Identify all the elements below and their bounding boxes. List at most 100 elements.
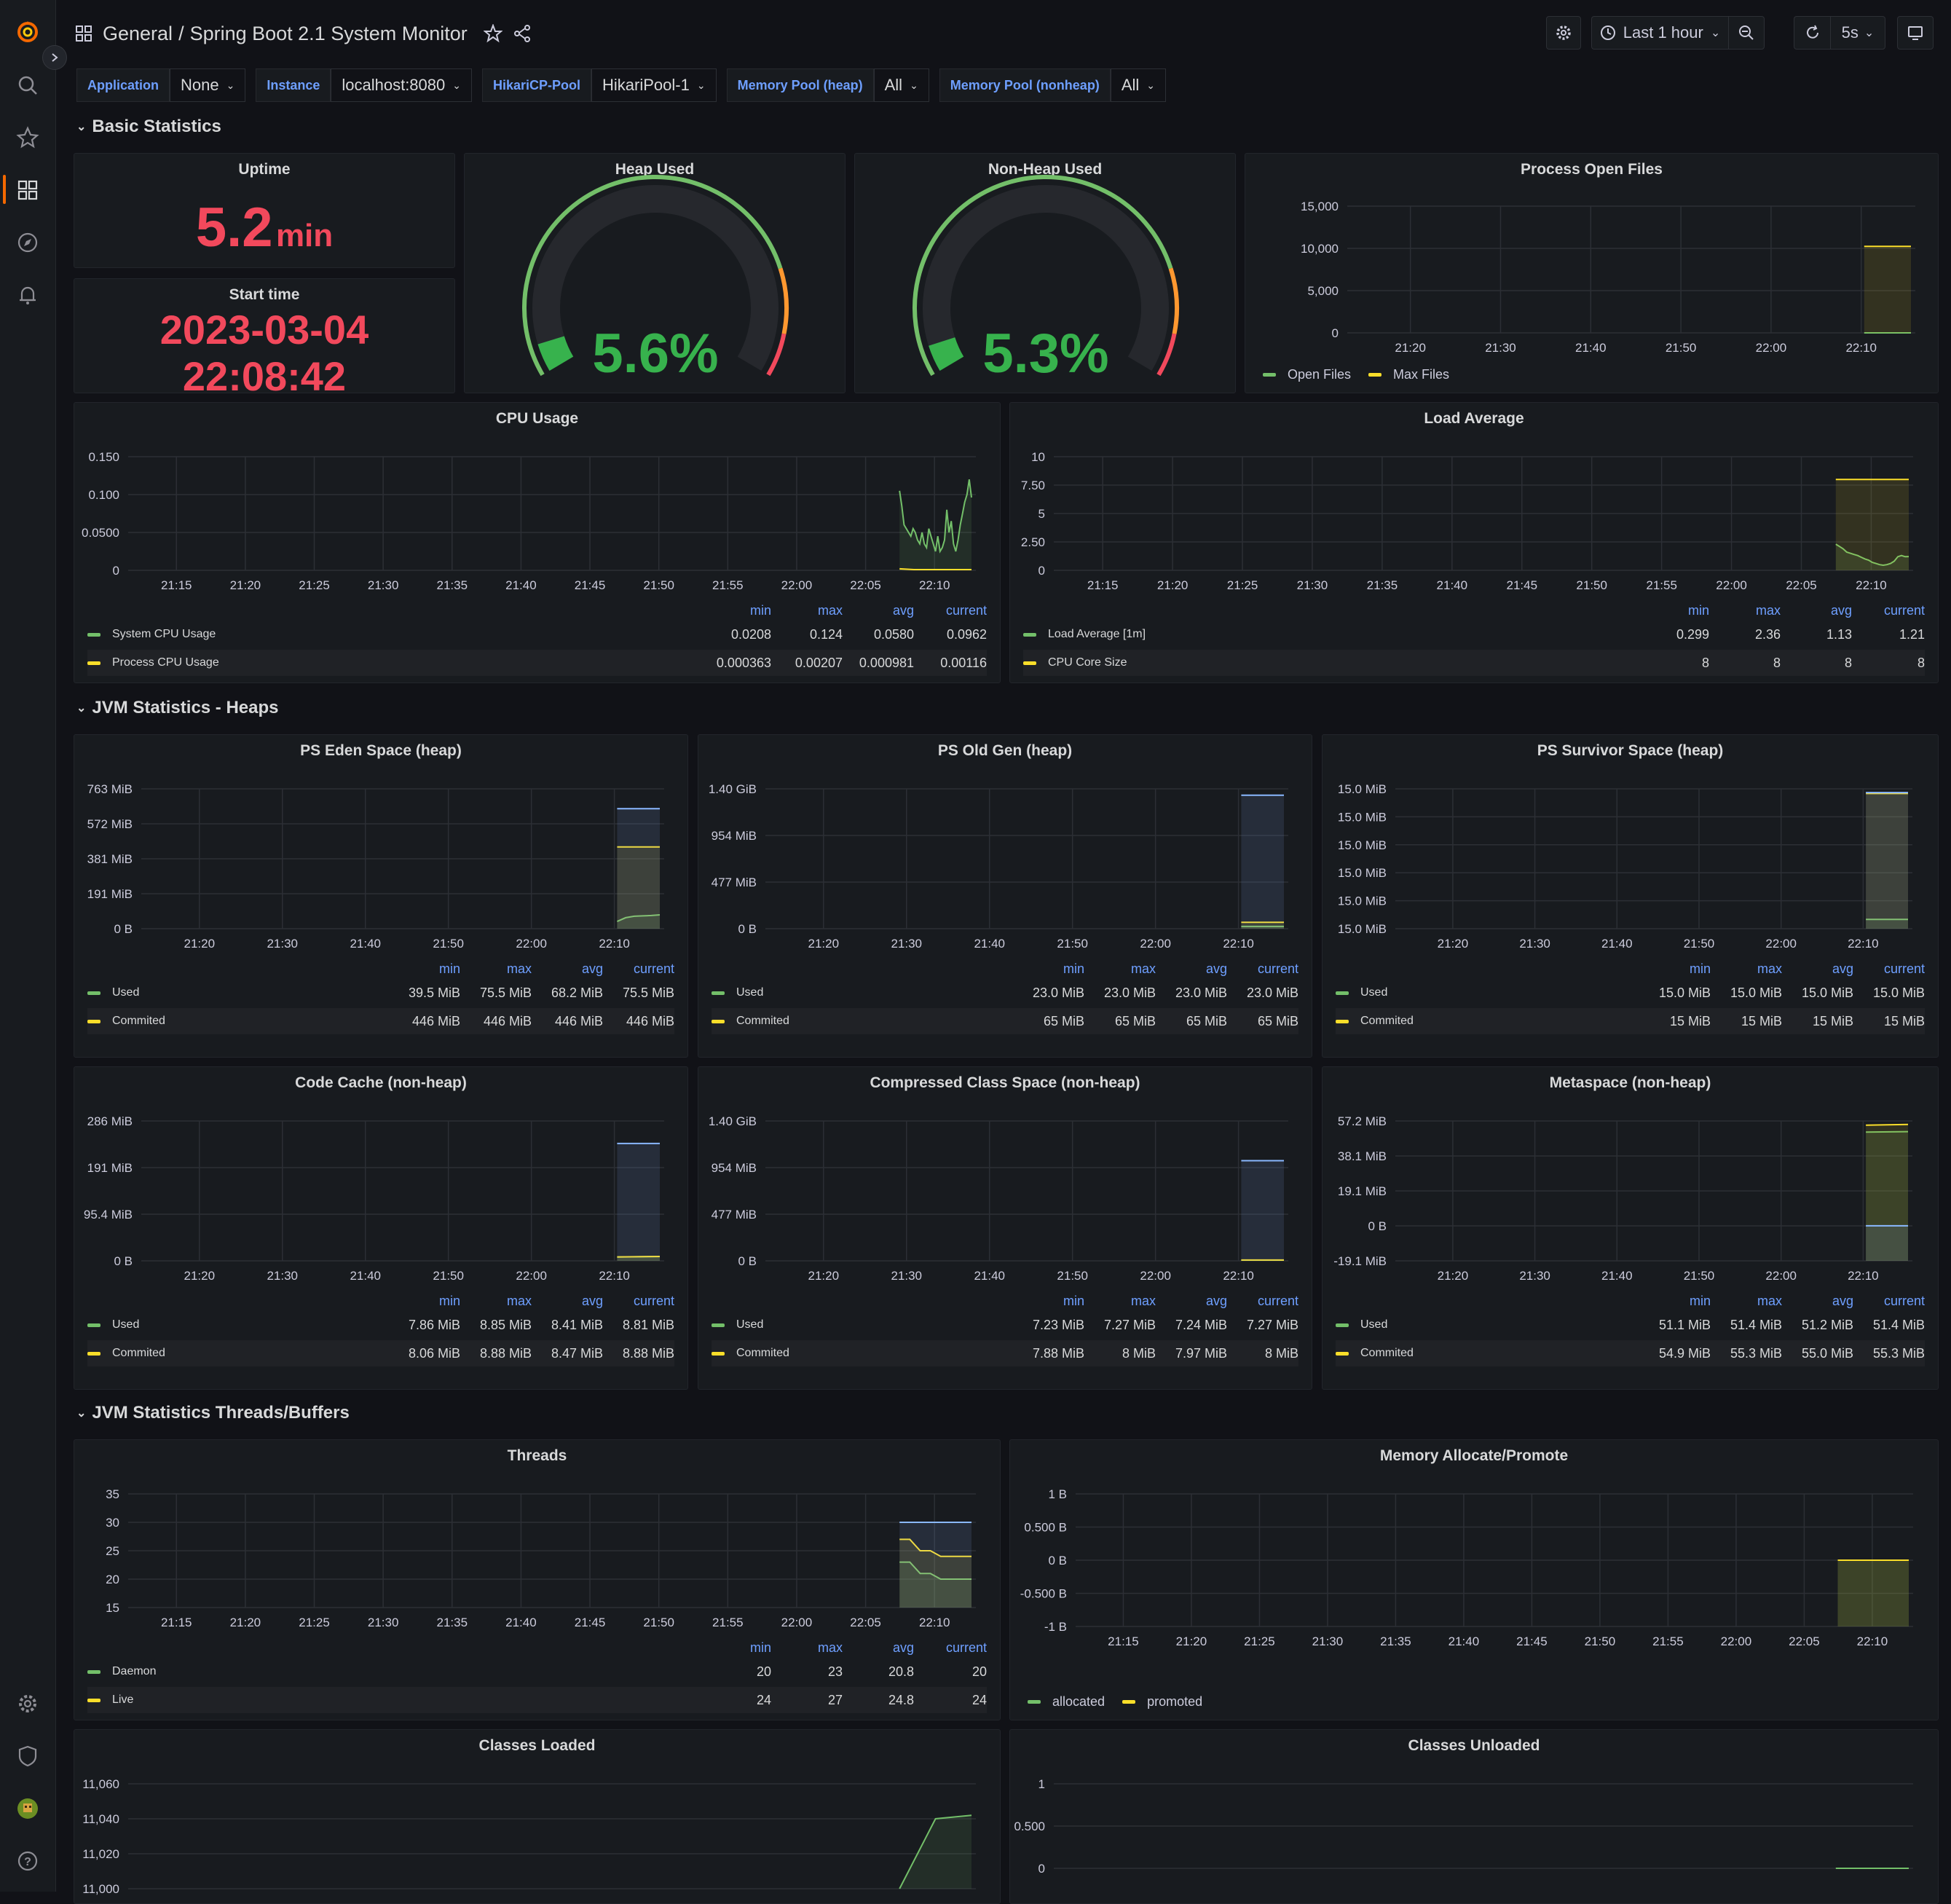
variable-select-application[interactable]: None ⌄: [170, 68, 246, 102]
legend-row[interactable]: Daemon 20 23 20.8 20: [87, 1659, 987, 1685]
legend-col-current[interactable]: current: [1883, 602, 1925, 618]
panel-nonheap-used[interactable]: Non-Heap Used 5.3%: [854, 153, 1236, 393]
legend-row[interactable]: Used 39.5 MiB 75.5 MiB 68.2 MiB 75.5 MiB: [87, 980, 674, 1006]
legend-col-current[interactable]: current: [633, 961, 674, 976]
legend-col-avg[interactable]: avg: [1205, 1293, 1227, 1308]
legend-item[interactable]: allocated: [1028, 1694, 1105, 1710]
legend-col-min[interactable]: min: [1063, 1293, 1084, 1308]
panel-code-cache[interactable]: Code Cache (non-heap) 286 MiB 191 MiB 95.4 …: [74, 1066, 688, 1390]
legend-col-avg[interactable]: avg: [581, 1293, 603, 1308]
legend-col-max[interactable]: max: [1755, 602, 1781, 618]
legend-col-current[interactable]: current: [1257, 961, 1298, 976]
panel-ps-survivor-space[interactable]: PS Survivor Space (heap) 15.0 MiB 15.0 MiB…: [1322, 734, 1939, 1058]
legend-col-avg[interactable]: avg: [1832, 961, 1853, 976]
legend-row[interactable]: CPU Core Size 8 8 8 8: [1023, 650, 1925, 676]
panel-memory-allocate-promote[interactable]: Memory Allocate/Promote 1 B 0.500 B 0 B -0.5…: [1009, 1439, 1939, 1720]
legend-item[interactable]: promoted: [1122, 1694, 1202, 1710]
legend-row[interactable]: Commited 8.06 MiB 8.88 MiB 8.47 MiB 8.88 MiB: [87, 1340, 674, 1366]
panel-load-average[interactable]: Load Average 10 7.50 5 2.50 0 21:15 21:20 21:25 2…: [1009, 402, 1939, 683]
help-icon[interactable]: ?: [14, 1847, 42, 1875]
legend-row[interactable]: System CPU Usage 0.0208 0.124 0.0580 0.0962: [87, 621, 987, 648]
legend-col-current[interactable]: current: [633, 1293, 674, 1308]
star-dashboard-icon[interactable]: [483, 24, 502, 43]
starred-icon[interactable]: [14, 124, 42, 152]
legend-col-max[interactable]: max: [817, 602, 843, 618]
settings-gear-icon[interactable]: [14, 1690, 42, 1718]
breadcrumb-folder[interactable]: General: [103, 22, 173, 44]
panel-ps-old-gen[interactable]: PS Old Gen (heap) 1.40 GiB 954 MiB 477 MiB 0…: [698, 734, 1312, 1058]
tv-mode-button[interactable]: [1897, 16, 1934, 50]
legend-row[interactable]: Commited 15 MiB 15 MiB 15 MiB 15 MiB: [1336, 1008, 1925, 1034]
legend-row[interactable]: Used 7.23 MiB 7.27 MiB 7.24 MiB 7.27 MiB: [712, 1312, 1298, 1338]
dashboard-title[interactable]: Spring Boot 2.1 System Monitor: [189, 22, 468, 44]
variable-select-hikaricp-pool[interactable]: HikariPool-1 ⌄: [591, 68, 717, 102]
legend-col-current[interactable]: current: [945, 602, 987, 618]
refresh-interval-picker[interactable]: 5s ⌄: [1830, 16, 1885, 50]
legend-row[interactable]: Commited 54.9 MiB 55.3 MiB 55.0 MiB 55.3 MiB: [1336, 1340, 1925, 1366]
explore-icon[interactable]: [14, 229, 42, 256]
legend-col-max[interactable]: max: [506, 961, 532, 976]
time-range-picker[interactable]: Last 1 hour ⌄: [1591, 16, 1728, 50]
variable-select-instance[interactable]: localhost:8080 ⌄: [331, 68, 472, 102]
panel-classes-loaded[interactable]: Classes Loaded 11,060 11,040 11,020 11,000: [74, 1729, 1001, 1904]
legend-row[interactable]: Used 7.86 MiB 8.85 MiB 8.41 MiB 8.81 MiB: [87, 1312, 674, 1338]
legend-col-current[interactable]: current: [1883, 961, 1925, 976]
dashboard-settings-button[interactable]: [1546, 16, 1581, 50]
dashboards-icon[interactable]: [14, 176, 42, 204]
legend-col-min[interactable]: min: [749, 602, 771, 618]
panel-classes-unloaded[interactable]: Classes Unloaded 1 0.500 0: [1009, 1729, 1939, 1904]
legend-col-max[interactable]: max: [817, 1640, 843, 1655]
panel-ps-eden-space[interactable]: PS Eden Space (heap) 763 MiB 572 MiB 381 Mi…: [74, 734, 688, 1058]
legend-col-current[interactable]: current: [1257, 1293, 1298, 1308]
legend-col-max[interactable]: max: [1757, 961, 1782, 976]
legend-col-max[interactable]: max: [1130, 1293, 1156, 1308]
panel-threads[interactable]: Threads 35 30 25 20 15 21:15 21:20 21:25 21:30 21:…: [74, 1439, 1001, 1720]
legend-col-avg[interactable]: avg: [1205, 961, 1227, 976]
legend-col-min[interactable]: min: [749, 1640, 771, 1655]
legend-col-avg[interactable]: avg: [1832, 1293, 1853, 1308]
panel-uptime[interactable]: Uptime 5.2 min: [74, 153, 455, 268]
legend-col-min[interactable]: min: [1689, 961, 1711, 976]
zoom-out-button[interactable]: [1728, 16, 1765, 50]
legend-col-max[interactable]: max: [1757, 1293, 1782, 1308]
legend-col-avg[interactable]: avg: [581, 961, 603, 976]
panel-cpu-usage[interactable]: CPU Usage 0.150 0.100 0.0500 0 21:15 21:20 21:2…: [74, 402, 1001, 683]
share-icon[interactable]: [513, 24, 532, 43]
legend-col-current[interactable]: current: [1883, 1293, 1925, 1308]
refresh-button[interactable]: [1794, 16, 1830, 50]
legend-row[interactable]: Commited 7.88 MiB 8 MiB 7.97 MiB 8 MiB: [712, 1340, 1298, 1366]
legend-row[interactable]: Commited 446 MiB 446 MiB 446 MiB 446 MiB: [87, 1008, 674, 1034]
legend-row[interactable]: Process CPU Usage 0.000363 0.00207 0.000981…: [87, 650, 987, 676]
legend-row[interactable]: Live 24 27 24.8 24: [87, 1687, 987, 1713]
legend-col-avg[interactable]: avg: [892, 1640, 914, 1655]
legend-col-min[interactable]: min: [1687, 602, 1709, 618]
search-icon[interactable]: [14, 71, 42, 99]
legend-row[interactable]: Used 15.0 MiB 15.0 MiB 15.0 MiB 15.0 MiB: [1336, 980, 1925, 1006]
legend-row[interactable]: Commited 65 MiB 65 MiB 65 MiB 65 MiB: [712, 1008, 1298, 1034]
row-basic-statistics[interactable]: ⌄ Basic Statistics: [76, 117, 221, 137]
avatar[interactable]: [14, 1795, 42, 1822]
legend-col-min[interactable]: min: [438, 1293, 460, 1308]
legend-item[interactable]: Max Files: [1368, 367, 1449, 382]
legend-col-max[interactable]: max: [1130, 961, 1156, 976]
legend-row[interactable]: Load Average [1m] 0.299 2.36 1.13 1.21: [1023, 621, 1925, 648]
legend-row[interactable]: Used 51.1 MiB 51.4 MiB 51.2 MiB 51.4 MiB: [1336, 1312, 1925, 1338]
variable-select-memory-pool-nonheap[interactable]: All ⌄: [1110, 68, 1166, 102]
shield-icon[interactable]: [14, 1742, 42, 1770]
legend-col-max[interactable]: max: [506, 1293, 532, 1308]
legend-col-current[interactable]: current: [945, 1640, 987, 1655]
row-jvm-heaps[interactable]: ⌄ JVM Statistics - Heaps: [76, 698, 279, 718]
panel-compressed-class-space[interactable]: Compressed Class Space (non-heap) 1.40 Gi…: [698, 1066, 1312, 1390]
legend-item[interactable]: Open Files: [1263, 367, 1351, 382]
legend-col-avg[interactable]: avg: [892, 602, 914, 618]
legend-col-avg[interactable]: avg: [1830, 602, 1852, 618]
panel-metaspace[interactable]: Metaspace (non-heap) 57.2 MiB 38.1 MiB 19.1…: [1322, 1066, 1939, 1390]
panel-process-open-files[interactable]: Process Open Files 15,000 10,000 5,000 0 21:2…: [1245, 153, 1939, 393]
alerting-bell-icon[interactable]: [14, 281, 42, 309]
legend-col-min[interactable]: min: [1689, 1293, 1711, 1308]
legend-col-min[interactable]: min: [438, 961, 460, 976]
variable-select-memory-pool-heap[interactable]: All ⌄: [873, 68, 929, 102]
legend-row[interactable]: Used 23.0 MiB 23.0 MiB 23.0 MiB 23.0 MiB: [712, 980, 1298, 1006]
grafana-logo-icon[interactable]: [14, 17, 42, 45]
legend-col-min[interactable]: min: [1063, 961, 1084, 976]
